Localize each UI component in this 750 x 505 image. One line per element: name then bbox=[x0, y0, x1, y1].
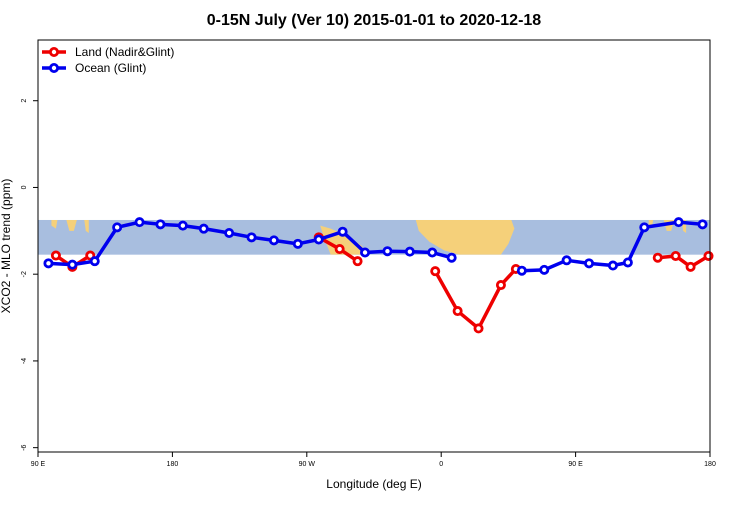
x-tick-label: 90 W bbox=[299, 461, 316, 468]
data-point bbox=[382, 246, 393, 257]
x-tick-label: 90 E bbox=[31, 461, 46, 468]
data-point bbox=[404, 246, 415, 257]
series-line bbox=[433, 267, 518, 331]
data-point bbox=[112, 222, 123, 233]
data-point bbox=[584, 258, 595, 269]
data-point bbox=[50, 250, 61, 261]
data-point bbox=[337, 226, 348, 237]
legend-marker bbox=[49, 63, 60, 74]
data-point bbox=[427, 247, 438, 258]
y-tick-label: -2 bbox=[21, 271, 28, 277]
legend-label: Ocean (Glint) bbox=[75, 61, 146, 75]
y-axis: 2 0 -2 -4 -6 bbox=[21, 99, 38, 451]
data-point bbox=[685, 261, 696, 272]
series-layer bbox=[43, 217, 714, 334]
map-ocean bbox=[38, 219, 710, 255]
y-tick-label: -4 bbox=[21, 358, 28, 364]
data-point bbox=[516, 265, 527, 276]
y-axis-label: XCO2 - MLO trend (ppm) bbox=[0, 179, 13, 314]
x-axis: 90 E 180 90 W 0 90 E 180 bbox=[31, 452, 716, 468]
data-point bbox=[155, 219, 166, 230]
map-land-malaysia bbox=[51, 219, 58, 229]
data-point bbox=[673, 217, 684, 228]
legend: Land (Nadir&Glint) Ocean (Glint) bbox=[42, 45, 174, 75]
data-point bbox=[268, 235, 279, 246]
data-point bbox=[607, 260, 618, 271]
map-land-africa bbox=[415, 219, 515, 255]
data-point bbox=[352, 256, 363, 267]
data-point bbox=[703, 250, 714, 261]
data-point bbox=[177, 220, 188, 231]
data-point bbox=[652, 252, 663, 263]
x-tick-label: 180 bbox=[704, 461, 716, 468]
plot-frame bbox=[37, 39, 711, 453]
data-point bbox=[313, 234, 324, 245]
map-land-borneo bbox=[66, 219, 77, 231]
data-point bbox=[224, 227, 235, 238]
data-point bbox=[89, 256, 100, 267]
y-tick-label: -6 bbox=[21, 444, 28, 450]
x-tick-label: 90 E bbox=[568, 461, 583, 468]
data-point bbox=[539, 264, 550, 275]
data-point bbox=[134, 217, 145, 228]
data-point bbox=[639, 222, 650, 233]
data-point bbox=[495, 280, 506, 291]
legend-label: Land (Nadir&Glint) bbox=[75, 45, 174, 59]
series-1 bbox=[43, 217, 708, 276]
data-point bbox=[561, 255, 572, 266]
data-point bbox=[67, 259, 78, 270]
data-point bbox=[452, 306, 463, 317]
data-point bbox=[292, 238, 303, 249]
data-point bbox=[430, 266, 441, 277]
map-land-south-america bbox=[320, 225, 366, 255]
data-point bbox=[334, 244, 345, 255]
legend-marker bbox=[49, 47, 60, 58]
data-point bbox=[670, 250, 681, 261]
y-tick-label: 2 bbox=[21, 99, 28, 103]
x-tick-label: 0 bbox=[439, 461, 443, 468]
data-point bbox=[622, 257, 633, 268]
data-point bbox=[446, 252, 457, 263]
x-axis-label: Longitude (deg E) bbox=[326, 477, 421, 491]
data-point bbox=[473, 323, 484, 334]
data-point bbox=[697, 219, 708, 230]
data-point bbox=[246, 232, 257, 243]
data-point bbox=[360, 247, 371, 258]
map-land-philippines bbox=[84, 219, 89, 233]
chart-title: 0-15N July (Ver 10) 2015-01-01 to 2020-1… bbox=[207, 12, 542, 29]
series-line bbox=[657, 254, 710, 269]
data-point bbox=[198, 223, 209, 234]
x-tick-label: 180 bbox=[167, 461, 179, 468]
data-point bbox=[43, 258, 54, 269]
y-tick-label: 0 bbox=[21, 185, 28, 189]
